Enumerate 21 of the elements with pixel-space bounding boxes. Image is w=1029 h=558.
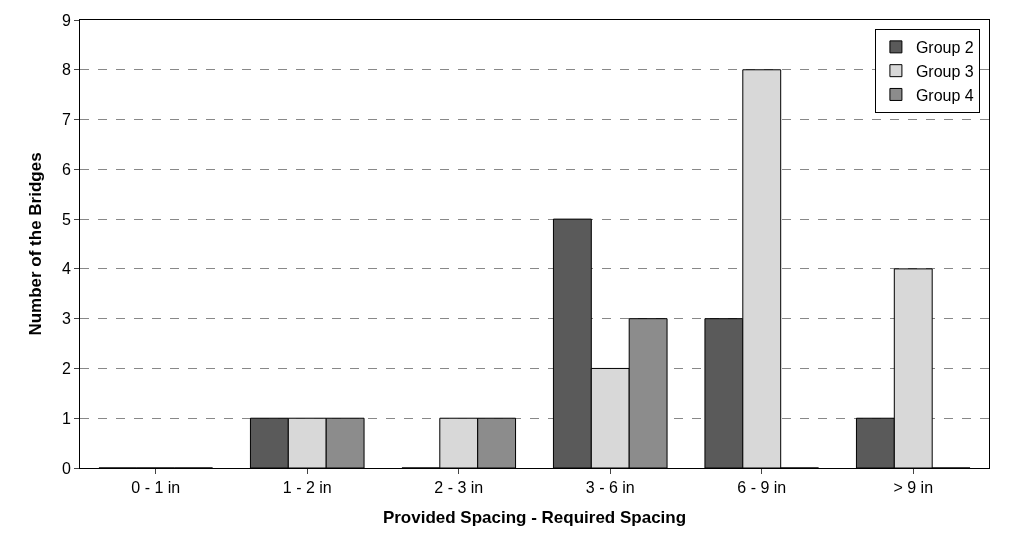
legend-label: Group 2 (915, 39, 974, 57)
y-tick-label: 1 (61, 409, 71, 427)
x-tick-label: 0 - 1 in (131, 479, 181, 497)
y-tick-label: 4 (61, 260, 71, 278)
x-tick-label: 6 - 9 in (737, 479, 787, 497)
legend-label: Group 3 (915, 62, 974, 80)
y-tick-label: 3 (61, 310, 71, 328)
y-tick-label: 6 (61, 160, 71, 178)
x-tick-label: > 9 in (893, 479, 934, 497)
x-tick-label: 1 - 2 in (282, 479, 332, 497)
y-tick-label: 2 (61, 360, 71, 378)
y-tick-label: 9 (61, 11, 71, 29)
x-axis-title: Provided Spacing - Required Spacing (382, 507, 687, 527)
legend-label: Group 4 (915, 86, 974, 104)
y-axis-title: Number of the Bridges (26, 152, 46, 336)
y-tick-label: 5 (61, 210, 71, 228)
y-tick-label: 8 (61, 61, 71, 79)
y-tick-label: 7 (61, 111, 71, 129)
x-tick-label: 3 - 6 in (585, 479, 635, 497)
y-tick-label: 0 (61, 459, 71, 477)
x-tick-label: 2 - 3 in (434, 479, 484, 497)
